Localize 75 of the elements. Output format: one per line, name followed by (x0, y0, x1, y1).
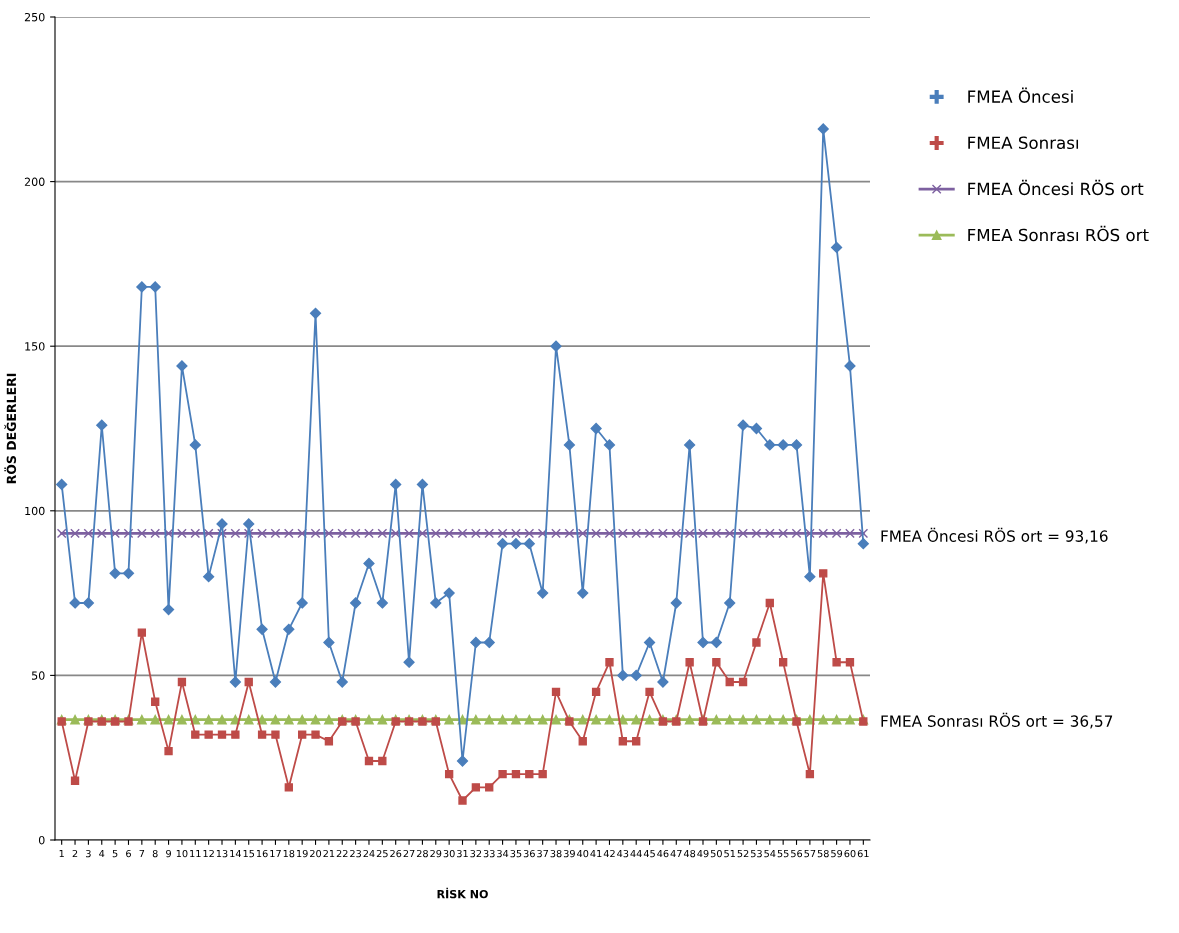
x-tick-label: 29 (430, 849, 442, 858)
x-tick-label: 21 (323, 849, 335, 858)
legend-label: FMEA Öncesi RÖS ort (968, 179, 1144, 196)
x-tick-label: 3 (86, 849, 91, 858)
x-tick-label: 16 (256, 849, 268, 858)
x-tick-label: 58 (817, 849, 829, 858)
x-tick-label: 59 (831, 849, 843, 858)
x-tick-label: 5 (112, 850, 118, 858)
y-tick-label: 250 (24, 12, 45, 22)
x-tick-label: 56 (791, 849, 803, 858)
x-tick-label: 42 (603, 849, 615, 858)
x-tick-label: 2 (72, 849, 78, 858)
x-tick-label: 49 (697, 849, 709, 858)
legend-label: FMEA Sonrası (968, 136, 1079, 150)
y-axis-title: RÖS DEĞERLERI (4, 373, 17, 484)
x-tick-label: 19 (297, 849, 308, 858)
x-tick-label: 4 (99, 850, 105, 858)
x-tick-label: 39 (563, 849, 575, 858)
x-tick-label: 33 (483, 849, 495, 858)
x-tick-label: 9 (166, 849, 171, 858)
x-tick-label: 12 (203, 849, 214, 858)
x-tick-label: 26 (390, 849, 402, 858)
x-tick-label: 48 (683, 849, 696, 858)
x-tick-label: 20 (310, 849, 322, 858)
x-tick-label: 34 (497, 849, 509, 858)
x-tick-label: 13 (216, 849, 228, 858)
x-tick-label: 11 (190, 850, 201, 858)
x-tick-label: 52 (737, 849, 749, 858)
x-tick-label: 27 (403, 849, 415, 858)
x-tick-label: 10 (176, 849, 188, 858)
x-tick-label: 40 (577, 849, 589, 858)
x-tick-label: 35 (510, 849, 522, 858)
y-tick-label: 100 (25, 506, 45, 516)
x-tick-label: 37 (537, 849, 549, 858)
x-tick-label: 38 (550, 849, 562, 858)
x-tick-label: 57 (804, 850, 816, 858)
x-tick-label: 54 (764, 850, 776, 858)
y-tick-label: 50 (32, 671, 45, 680)
x-tick-label: 61 (857, 849, 869, 858)
x-tick-label: 43 (617, 849, 629, 858)
x-tick-label: 28 (416, 849, 428, 858)
x-tick-label: 8 (152, 849, 158, 858)
x-tick-label: 18 (283, 849, 295, 858)
x-tick-label: 32 (470, 849, 482, 858)
x-tick-label: 46 (657, 849, 669, 858)
x-tick-label: 60 (844, 849, 856, 858)
text: FMEA Sonrası RÖS ort = 36,57 (881, 712, 1113, 729)
y-tick-label: 150 (25, 342, 45, 351)
x-axis-title: RİSK NO (437, 887, 488, 899)
x-tick-label: 30 (443, 849, 455, 858)
x-tick-label: 6 (126, 849, 131, 858)
x-tick-label: 55 (777, 850, 789, 858)
x-tick-label: 15 (243, 850, 255, 858)
x-tick-label: 25 (376, 849, 388, 858)
x-tick-label: 14 (230, 850, 242, 858)
x-tick-label: 51 (724, 850, 735, 858)
x-tick-label: 1 (59, 850, 64, 858)
x-tick-label: 24 (363, 849, 375, 858)
x-tick-label: 7 (139, 850, 145, 858)
text: FMEA Öncesi RÖS ort = 93,16 (881, 527, 1108, 544)
x-tick-label: 36 (523, 849, 535, 858)
x-tick-label: 22 (336, 849, 348, 858)
x-tick-label: 50 (710, 849, 722, 858)
legend-label: FMEA Öncesi (968, 87, 1073, 103)
x-tick-label: 45 (643, 850, 655, 858)
legend-label: FMEA Sonrası RÖS ort (968, 225, 1149, 242)
x-tick-label: 53 (751, 849, 762, 858)
y-tick-label: 0 (38, 835, 45, 845)
x-tick-label: 47 (670, 850, 682, 858)
x-tick-label: 44 (630, 850, 642, 858)
y-tick-label: 200 (24, 177, 45, 186)
x-tick-label: 17 (270, 850, 281, 858)
x-tick-label: 23 (350, 849, 362, 858)
x-tick-label: 31 (457, 849, 468, 858)
x-tick-label: 41 (590, 850, 602, 858)
